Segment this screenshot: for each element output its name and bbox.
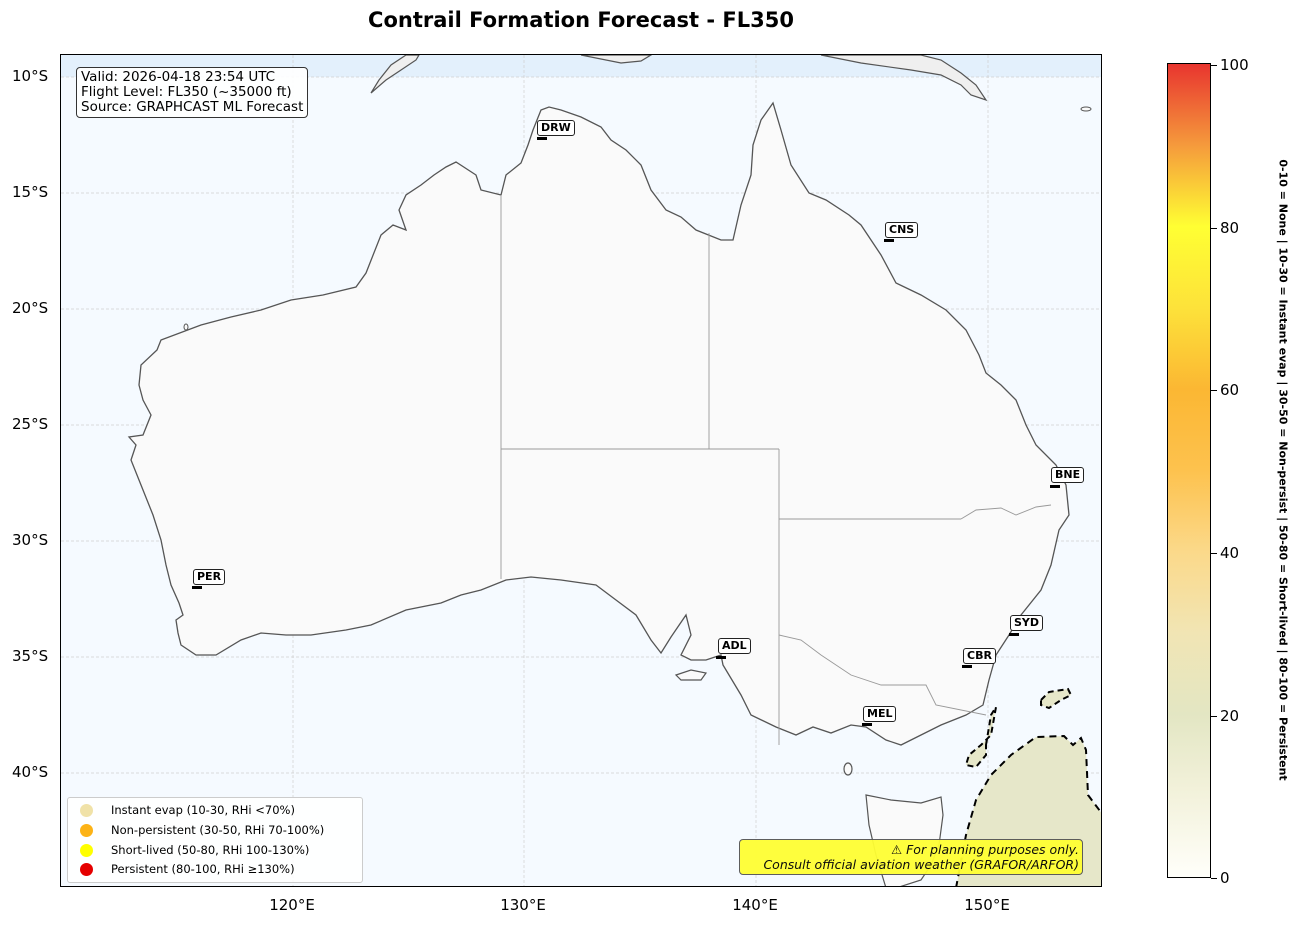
legend-label: Persistent (80-100, RHi ≥130%): [111, 862, 295, 876]
contrail-region-islet: [1040, 687, 1073, 710]
colorbar-tick: [1211, 878, 1217, 879]
png-landmass: [820, 55, 988, 102]
colorbar-label-100: 100: [1220, 56, 1249, 74]
forecast-source: Source: GRAPHCAST ML Forecast: [81, 99, 304, 115]
flight-level: Flight Level: FL350 (~35000 ft): [81, 84, 292, 100]
king-island: [843, 762, 853, 776]
colorbar-label-20: 20: [1220, 707, 1240, 725]
city-label-drw[interactable]: DRW: [537, 120, 575, 136]
city-marker-bne: [1050, 485, 1060, 488]
chart-title: Contrail Formation Forecast - FL350: [368, 8, 794, 32]
circle-icon: [80, 862, 93, 876]
city-label-bne[interactable]: BNE: [1051, 467, 1085, 483]
lat-tick-20s: 20°S: [12, 299, 49, 317]
legend-label: Short-lived (50-80, RHi 100-130%): [111, 843, 310, 857]
lat-tick-30s: 30°S: [12, 531, 49, 549]
city-marker-per: [192, 586, 202, 589]
colorbar-label-40: 40: [1220, 544, 1240, 562]
top-band: [61, 55, 1101, 77]
lat-tick-35s: 35°S: [12, 647, 49, 665]
lon-tick-140e: 140°E: [732, 896, 778, 914]
indonesia-landmass: [580, 55, 653, 64]
circle-icon: [80, 823, 93, 837]
contrail-region-bass: [964, 706, 997, 769]
lat-tick-25s: 25°S: [12, 415, 49, 433]
colorbar-label-0: 0: [1220, 869, 1230, 887]
map-panel[interactable]: [60, 54, 1102, 887]
city-marker-cbr: [962, 665, 972, 668]
circle-icon: [80, 843, 93, 857]
valid-time: Valid: 2026-04-18 23:54 UTC: [81, 69, 276, 85]
city-marker-cns: [884, 239, 894, 242]
planning-warning: ⚠ For planning purposes only. Consult of…: [739, 839, 1083, 875]
colorbar-caption: 0-10 = None | 10-30 = Instant evap | 30-…: [1276, 159, 1290, 781]
warning-line-2: Consult official aviation weather (GRAFO…: [763, 857, 1079, 872]
colorbar-tick: [1211, 228, 1217, 229]
colorbar-tick: [1211, 390, 1217, 391]
city-label-adl[interactable]: ADL: [718, 638, 751, 654]
colorbar-label-80: 80: [1220, 219, 1240, 237]
colorbar-tick: [1211, 716, 1217, 717]
lat-tick-40s: 40°S: [12, 763, 49, 781]
city-label-cns[interactable]: CNS: [885, 222, 919, 238]
warning-line-1: ⚠ For planning purposes only.: [891, 842, 1079, 857]
city-label-syd[interactable]: SYD: [1010, 615, 1044, 631]
colorbar-tick: [1211, 553, 1217, 554]
legend-label: Non-persistent (30-50, RHi 70-100%): [111, 823, 325, 837]
circle-icon: [80, 803, 93, 817]
colorbar-label-60: 60: [1220, 381, 1240, 399]
legend-item-short-lived: Short-lived (50-80, RHi 100-130%): [80, 841, 309, 859]
city-marker-drw: [537, 137, 547, 140]
city-marker-mel: [862, 723, 872, 726]
forecast-info-box: Valid: 2026-04-18 23:54 UTC Flight Level…: [76, 67, 309, 118]
legend-item-non-persistent: Non-persistent (30-50, RHi 70-100%): [80, 821, 324, 839]
colorbar: [1167, 63, 1211, 878]
legend: Instant evap (10-30, RHi <70%) Non-persi…: [67, 797, 363, 883]
kangaroo-island: [674, 669, 708, 681]
legend-item-instant-evap: Instant evap (10-30, RHi <70%): [80, 801, 295, 819]
legend-label: Instant evap (10-30, RHi <70%): [111, 803, 295, 817]
colorbar-tick: [1211, 65, 1217, 66]
map-canvas: [61, 55, 1101, 886]
timor-landmass: [370, 55, 420, 94]
city-label-mel[interactable]: MEL: [863, 706, 897, 722]
australia-landmass: [127, 101, 1070, 746]
lon-tick-120e: 120°E: [269, 896, 315, 914]
lon-tick-130e: 130°E: [500, 896, 546, 914]
legend-item-persistent: Persistent (80-100, RHi ≥130%): [80, 860, 295, 878]
city-marker-syd: [1009, 633, 1019, 636]
city-marker-adl: [716, 656, 726, 659]
lon-tick-150e: 150°E: [964, 896, 1010, 914]
city-label-cbr[interactable]: CBR: [963, 648, 996, 664]
city-label-per[interactable]: PER: [193, 569, 226, 585]
lat-tick-10s: 10°S: [12, 67, 49, 85]
lat-tick-15s: 15°S: [12, 183, 49, 201]
state-borders: [500, 195, 1052, 745]
